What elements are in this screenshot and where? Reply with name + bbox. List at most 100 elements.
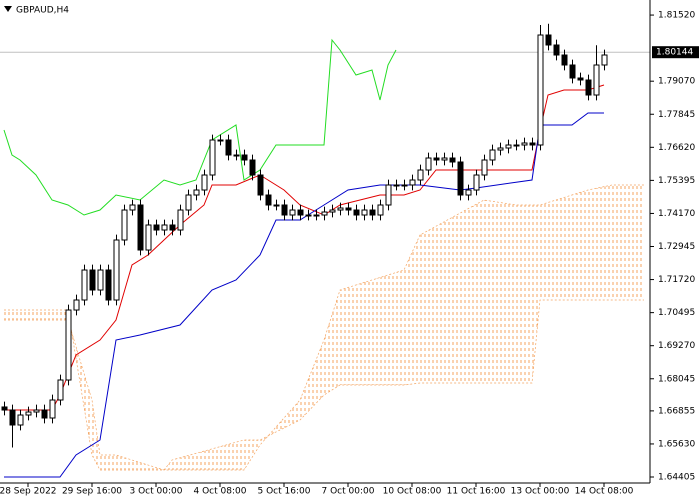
candle-body (329, 209, 336, 213)
candle-body (577, 77, 584, 81)
candle-body (193, 189, 200, 196)
candle-body (513, 144, 520, 147)
candle-body (433, 157, 440, 161)
candle-body (145, 224, 152, 251)
candle-body (1, 406, 8, 411)
x-tick-label: 11 Oct 16:00 (447, 487, 506, 497)
candle-body (265, 194, 272, 206)
candle-body (465, 189, 472, 196)
y-tick-label: 1.79070 (658, 77, 695, 87)
candle-body (601, 54, 608, 66)
candle-body (537, 34, 544, 146)
y-tick-label: 1.65630 (658, 439, 695, 449)
y-tick-label: 1.71720 (658, 275, 695, 285)
x-tick-label: 5 Oct 16:00 (258, 487, 311, 497)
candle-body (129, 204, 136, 211)
y-tick-label: 1.72945 (658, 242, 695, 252)
candle-body (49, 399, 56, 419)
candle-body (505, 144, 512, 149)
candle-body (217, 139, 224, 142)
y-tick-label: 1.81520 (658, 11, 695, 21)
candle-body (497, 147, 504, 151)
candle-body (425, 157, 432, 171)
candle-body (297, 209, 304, 216)
candle-body (521, 142, 528, 146)
y-tick-label: 1.74170 (658, 209, 695, 219)
candle-body (345, 207, 352, 211)
y-tick-label: 1.70495 (658, 308, 695, 318)
candle-body (57, 379, 64, 401)
candle-body (489, 149, 496, 161)
candle-body (225, 139, 232, 156)
candle-body (169, 224, 176, 231)
candle-body (593, 64, 600, 96)
x-tick-label: 3 Oct 00:00 (130, 487, 183, 497)
candle-body (25, 411, 32, 416)
candle-body (41, 409, 48, 419)
candle-body (481, 159, 488, 176)
last-price-box (652, 46, 699, 59)
candle-body (321, 211, 328, 216)
y-tick-label: 1.64405 (658, 473, 695, 483)
candle-body (81, 269, 88, 301)
candle-body (273, 204, 280, 207)
candle-body (73, 299, 80, 311)
candle-body (441, 157, 448, 161)
candle-body (65, 309, 72, 381)
candle-body (33, 409, 40, 413)
candle-body (361, 209, 368, 216)
candle-body (529, 142, 536, 146)
candle-body (289, 209, 296, 216)
candle-body (377, 204, 384, 216)
x-tick-label: 28 Sep 2022 (0, 487, 57, 497)
candle-body (337, 207, 344, 211)
candle-body (585, 79, 592, 96)
candle-body (393, 184, 400, 187)
candle-body (97, 269, 104, 291)
candle-body (569, 64, 576, 79)
candle-body (409, 179, 416, 186)
candle-body (249, 159, 256, 176)
candle-body (209, 139, 216, 176)
candle-body (417, 169, 424, 181)
candle-body (545, 34, 552, 46)
y-tick-label: 1.69270 (658, 341, 695, 351)
candle-body (353, 209, 360, 216)
candle-body (121, 209, 128, 241)
y-tick-label: 1.77845 (658, 110, 695, 120)
x-tick-label: 13 Oct 00:00 (511, 487, 570, 497)
candle-body (281, 204, 288, 216)
candle-body (449, 157, 456, 163)
last-price-label: 1.80144 (656, 48, 693, 58)
candle-body (473, 174, 480, 191)
candle-body (385, 184, 392, 206)
candle-body (313, 214, 320, 217)
candle-body (561, 54, 568, 66)
candle-body (177, 209, 184, 231)
candle-body (369, 209, 376, 216)
candle-body (161, 224, 168, 231)
candle-body (241, 154, 248, 161)
x-tick-label: 7 Oct 00:00 (322, 487, 375, 497)
candle-body (257, 174, 264, 196)
menu-icon[interactable] (4, 6, 12, 12)
ichimoku-cloud (4, 185, 644, 470)
chart-title: GBPAUD,H4 (16, 6, 69, 16)
y-tick-label: 1.76620 (658, 143, 695, 153)
candle-body (201, 174, 208, 191)
candle-body (137, 204, 144, 251)
candle-body (89, 269, 96, 291)
candle-body (113, 239, 120, 301)
candle-body (233, 154, 240, 157)
x-tick-label: 14 Oct 08:00 (575, 487, 634, 497)
y-tick-label: 1.68045 (658, 374, 695, 384)
plot-area (0, 23, 650, 478)
candle-body (105, 269, 112, 301)
candle-body (457, 161, 464, 196)
x-tick-label: 10 Oct 08:00 (383, 487, 442, 497)
cloud-edge (4, 299, 644, 471)
candle-body (17, 414, 24, 426)
candle-body (185, 194, 192, 211)
candle-body (9, 409, 16, 426)
